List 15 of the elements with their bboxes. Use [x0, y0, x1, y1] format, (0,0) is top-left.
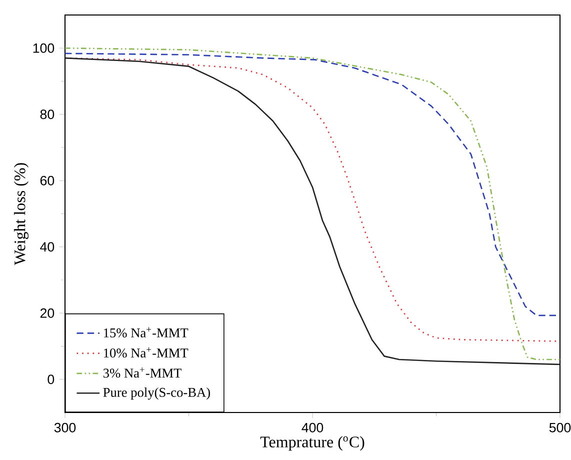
- x-tick-label: 300: [54, 422, 76, 432]
- legend-label: 10% Na$^{+}$-MMT: [104, 347, 188, 358]
- legend-label: 15% Na$^{+}$-MMT: [104, 327, 188, 338]
- y-axis-title: Weight loss (%): [14, 163, 29, 266]
- legend-label: Pure poly(S-co-BA): [103, 387, 210, 400]
- y-tick-label: 0: [48, 374, 54, 384]
- legend-label: 3% Na$^{+}$-MMT: [103, 367, 182, 378]
- x-axis-title: Temprature ($^{o}$C): [260, 436, 364, 451]
- y-tick-label: 80: [40, 110, 54, 120]
- x-tick-label: 500: [549, 422, 571, 432]
- y-tick-label: 100: [33, 43, 54, 53]
- y-tick-label: 60: [40, 176, 54, 186]
- y-tick-label: 40: [40, 242, 54, 252]
- x-tick-label: 400: [302, 422, 324, 432]
- y-tick-label: 20: [40, 308, 54, 318]
